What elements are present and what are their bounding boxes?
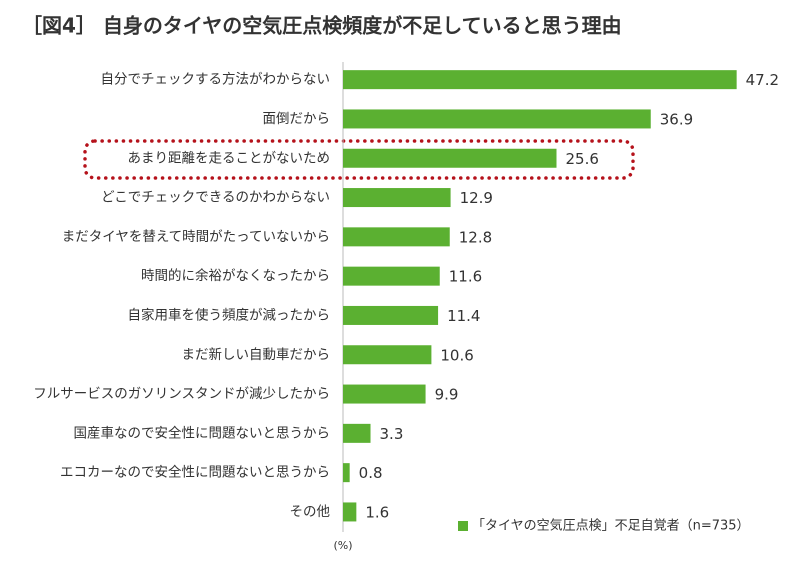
value-label: 1.6 xyxy=(365,503,389,521)
value-label: 36.9 xyxy=(660,110,693,128)
value-label: 12.9 xyxy=(460,189,493,207)
value-label: 3.3 xyxy=(380,425,404,443)
value-label: 10.6 xyxy=(440,346,473,364)
value-label: 25.6 xyxy=(566,150,599,168)
category-label: 自家用車を使う頻度が減ったから xyxy=(128,306,331,323)
bar xyxy=(343,345,432,365)
category-label: 面倒だから xyxy=(263,111,331,127)
value-label: 0.8 xyxy=(359,464,383,482)
legend-swatch xyxy=(458,521,468,531)
bar xyxy=(343,384,426,404)
bar xyxy=(343,463,350,483)
bar xyxy=(343,188,451,208)
value-label: 9.9 xyxy=(435,386,459,404)
legend-label: 「タイヤの空気圧点検」不足自覚者（n=735） xyxy=(472,518,750,534)
value-label: 11.4 xyxy=(447,307,480,325)
axis-unit: (%) xyxy=(333,539,352,552)
category-label: 時間的に余裕がなくなったから xyxy=(141,267,330,284)
bar xyxy=(343,305,439,325)
bar xyxy=(343,502,357,522)
category-label: 国産車なので安全性に問題ないと思うから xyxy=(74,424,331,441)
category-label: まだタイヤを替えて時間がたっていないから xyxy=(62,229,330,245)
category-label: エコカーなので安全性に問題ないと思うから xyxy=(60,464,330,481)
category-label: どこでチェックできるのかわからない xyxy=(101,190,330,206)
category-label: まだ新しい自動車だから xyxy=(182,347,331,363)
bar xyxy=(343,227,450,247)
highlight-box xyxy=(83,139,635,180)
value-label: 47.2 xyxy=(746,71,779,89)
category-label: 自分でチェックする方法がわからない xyxy=(101,72,331,88)
category-label: フルサービスのガソリンスタンドが減少したから xyxy=(33,385,330,402)
bar xyxy=(343,266,440,286)
bar xyxy=(343,109,651,129)
bar xyxy=(343,148,557,168)
bar xyxy=(343,423,371,443)
category-label: あまり距離を走ることがないため xyxy=(128,150,331,166)
bar xyxy=(343,70,737,90)
value-label: 12.8 xyxy=(459,228,492,246)
chart-title: ［図4］ 自身のタイヤの空気圧点検頻度が不足していると思う理由 xyxy=(22,14,622,38)
category-label: その他 xyxy=(290,504,331,520)
value-label: 11.6 xyxy=(449,268,482,286)
